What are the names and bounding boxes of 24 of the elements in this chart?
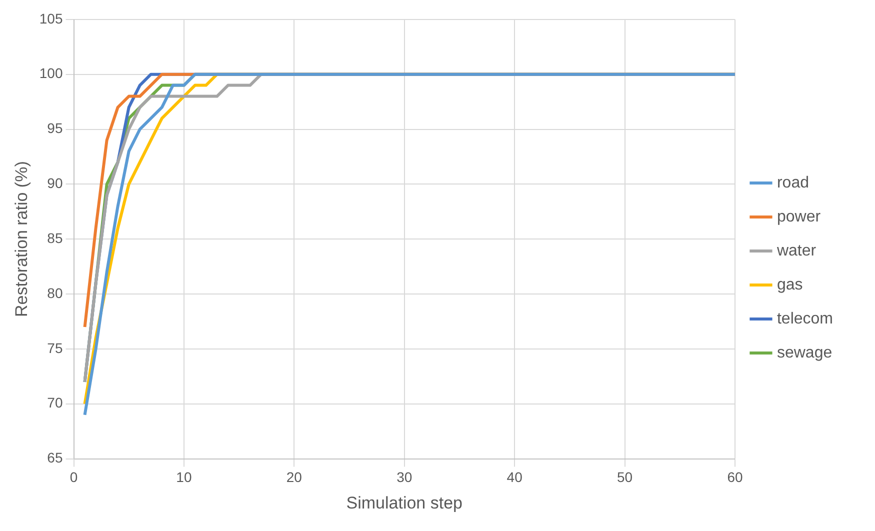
y-axis-title: Restoration ratio (%): [12, 161, 31, 318]
x-tick-label: 40: [506, 469, 523, 486]
y-tick-label: 85: [47, 230, 63, 246]
y-tick-label: 80: [47, 284, 63, 301]
legend-label: gas: [776, 276, 803, 294]
y-tick-label: 75: [47, 340, 63, 356]
legend-label: road: [776, 174, 810, 192]
x-tick-label: 0: [70, 469, 78, 486]
legend-label: sewage: [776, 344, 832, 362]
x-axis-title: Simulation step: [346, 493, 462, 512]
x-tick-label: 60: [727, 469, 743, 486]
y-tick-label: 90: [47, 175, 63, 192]
legend-label: water: [776, 242, 817, 260]
y-tick-label: 105: [39, 10, 63, 26]
y-tick-label: 65: [47, 450, 63, 466]
legend-label: power: [776, 208, 822, 226]
y-tick-label: 100: [39, 65, 63, 82]
x-tick-label: 50: [616, 469, 633, 486]
y-tick-label: 95: [47, 120, 63, 136]
x-tick-label: 30: [396, 469, 412, 486]
y-tick-label: 70: [47, 394, 63, 411]
x-tick-label: 10: [176, 469, 192, 486]
legend-label: telecom: [776, 310, 834, 328]
x-tick-label: 20: [286, 469, 302, 486]
